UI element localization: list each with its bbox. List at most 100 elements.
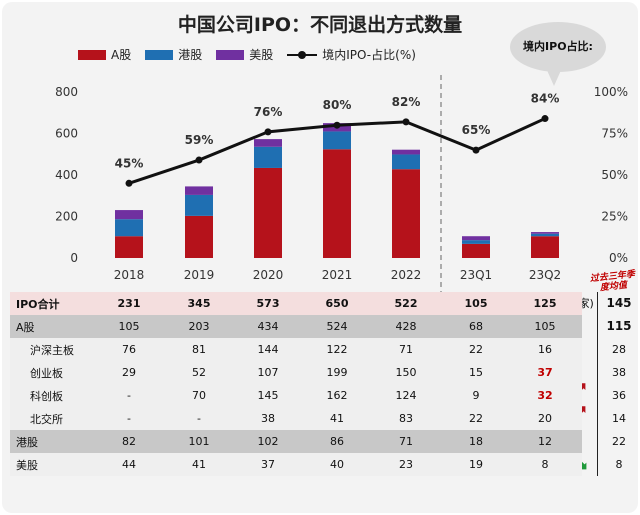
legend-item-domestic-ratio: 境内IPO-占比(%) [287,46,416,63]
table-cell: 145 [257,389,279,402]
y2-tick-label: 0% [609,251,628,265]
bar-segment [323,149,351,258]
legend-label: 境内IPO-占比(%) [322,48,416,62]
bar-segment [531,233,559,237]
table-cell: 434 [257,320,279,333]
legend-item-us-share: 美股 [216,46,273,63]
y-tick-label: 400 [55,168,78,182]
ratio-point [125,179,133,187]
table-cell: 38 [261,412,275,425]
bar-segment [185,215,213,258]
table-cell: 76 [122,343,136,356]
row-label: 北交所 [30,412,63,426]
ratio-label: 76% [254,105,283,119]
chart-plot: 0 200 400 600 800 0% 25% 50% 75% 100% 2018 2019 2020… [55,75,628,295]
legend-swatch [78,49,106,60]
ratio-label: 65% [462,123,491,137]
table-cell: - [197,412,201,425]
table-cell: 44 [122,458,136,471]
ratio-label: 59% [185,133,214,147]
table-cell: 125 [533,297,557,310]
avg-cell: 22 [612,435,626,448]
y2-tick-label: 75% [601,127,628,141]
table-cell: 107 [257,366,279,379]
table-cell: 524 [326,320,348,333]
table-cell: - [127,412,131,425]
legend-label: 港股 [178,48,203,62]
y-tick-label: 200 [55,210,78,224]
table-row: IPO合计 231 345 573 650 522 105 125 [10,292,582,315]
legend-item-hk-share: 港股 [145,46,202,63]
x-tick-label: 23Q2 [529,268,561,282]
bar-segment [323,131,351,150]
table-cell: 231 [117,297,141,310]
ratio-point [333,121,341,129]
ratio-label: 82% [392,95,421,109]
ratio-label: 80% [323,98,352,112]
ratio-point [264,128,272,136]
table-cell: 86 [330,435,344,448]
table-cell: 71 [399,343,413,356]
x-tick-label: 2019 [184,268,215,282]
bar-segment [115,210,143,220]
table-cell: 16 [538,343,552,356]
table-cell: 105 [118,320,140,333]
avg-cell: 28 [612,343,626,356]
table-row: A股 105 203 434 524 428 68 105 [10,315,582,338]
table-cell: 162 [326,389,348,402]
x-tick-label: 2021 [322,268,353,282]
table-cell: - [127,389,131,402]
table-cell: 40 [330,458,344,471]
table-cell: 18 [469,435,483,448]
bar-segment [115,219,143,237]
table-cell: 199 [326,366,348,379]
x-tick-label: 2020 [253,268,284,282]
table-cell: 428 [395,320,417,333]
legend-label: A股 [111,48,132,62]
ratio-point [402,118,410,126]
x-tick-label: 23Q1 [460,268,492,282]
y2-tick-label: 25% [601,210,628,224]
legend-line-swatch [287,50,318,60]
table-cell: 20 [538,412,552,425]
ratio-label: 45% [115,156,144,170]
avg-cell: 38 [612,366,626,379]
table-cell: 71 [399,435,413,448]
table-cell: 82 [122,435,136,448]
table-cell: 105 [464,297,488,310]
y2-tick-label: 50% [601,168,628,182]
ratio-label: 84% [531,92,560,106]
table-row: 美股 44 41 37 40 23 19 8 [10,453,582,476]
bar-segment [392,169,420,258]
y-tick-label: 800 [55,85,78,99]
table-row: 港股 82 101 102 86 71 18 12 [10,430,582,453]
x-tick-label: 2018 [114,268,145,282]
table-cell: 122 [326,343,348,356]
table-cell: 41 [330,412,344,425]
ratio-point [195,156,203,164]
table-cell: 144 [257,343,279,356]
row-label: A股 [16,320,35,334]
x-tick-label: 2022 [391,268,422,282]
table-row: 沪深主板 76 81 144 122 71 22 16 [10,338,582,362]
avg-column-divider [597,292,598,476]
row-label: 港股 [16,435,38,449]
bar-segment [531,236,559,258]
table-row: 科创板 - 70 145 162 124 9 32 [10,384,582,408]
table-cell: 37 [537,366,553,379]
table-cell: 124 [395,389,417,402]
table-cell: 522 [394,297,418,310]
table-cell: 22 [469,343,483,356]
y-tick-label: 600 [55,127,78,141]
bar-segment [392,154,420,170]
row-label: 美股 [16,458,38,472]
legend-label: 美股 [249,48,274,62]
y2-tick-label: 100% [594,85,628,99]
bar-segment [462,240,490,244]
callout-bubble: 境内IPO占比: [510,22,606,72]
table-cell: 105 [534,320,556,333]
chart-legend: A股 港股 美股 境内IPO-占比(%) [78,46,430,63]
chart-title: 中国公司IPO：不同退出方式数量 [177,14,463,36]
bar-segment [185,186,213,195]
table-cell: 83 [399,412,413,425]
